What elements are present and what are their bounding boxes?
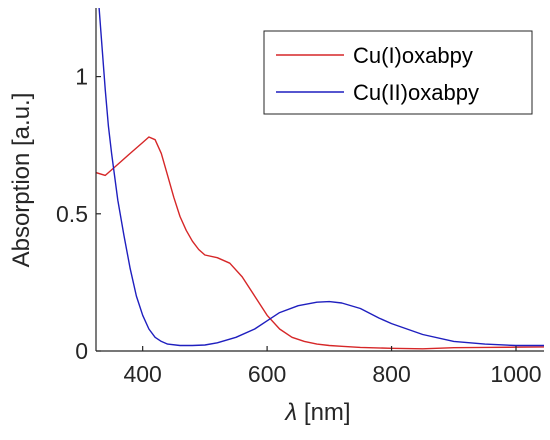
x-tick-label-600: 600 — [248, 361, 286, 387]
legend-label-cu-i: Cu(I)oxabpy — [353, 43, 473, 68]
y-tick-label-0: 0 — [75, 338, 88, 364]
series-line-cu-ii — [98, 8, 544, 347]
x-axis-label: λ [nm] — [283, 399, 350, 426]
legend: Cu(I)oxabpy Cu(II)oxabpy — [263, 30, 533, 115]
y-axis-label: Absorption [a.u.] — [8, 93, 35, 268]
legend-label-cu-ii: Cu(II)oxabpy — [353, 80, 479, 105]
series-line-cu-i — [96, 136, 544, 350]
series-group — [96, 8, 544, 350]
x-axis-unit: [nm] — [297, 399, 350, 426]
x-axis-symbol: λ — [283, 399, 297, 426]
x-tick-label-400: 400 — [123, 361, 161, 387]
legend-box — [263, 30, 533, 115]
x-tick-label-800: 800 — [372, 361, 410, 387]
y-tick-label-0.5: 0.5 — [56, 201, 88, 227]
y-tick-label-1: 1 — [75, 64, 88, 90]
x-tick-label-1000: 1000 — [490, 361, 541, 387]
ticks-group: 400 600 800 1000 0 0.5 1 — [56, 64, 542, 387]
